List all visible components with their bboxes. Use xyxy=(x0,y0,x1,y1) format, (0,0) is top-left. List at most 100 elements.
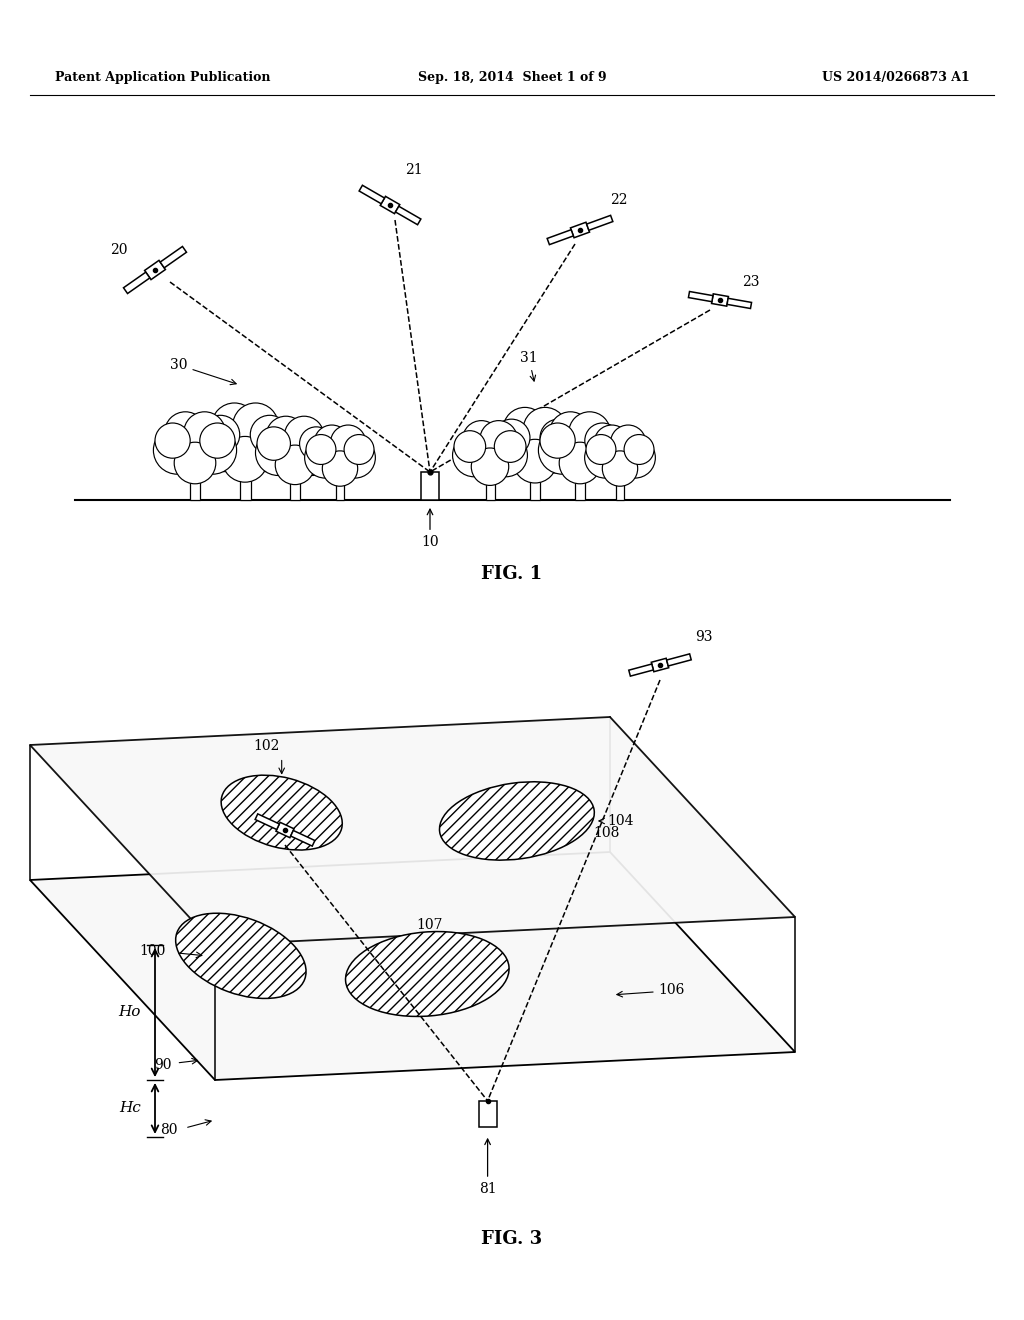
Ellipse shape xyxy=(176,913,306,998)
Circle shape xyxy=(323,451,357,486)
Circle shape xyxy=(495,430,526,462)
Polygon shape xyxy=(615,477,625,500)
Polygon shape xyxy=(395,206,421,224)
Polygon shape xyxy=(255,814,280,829)
Text: 31: 31 xyxy=(520,351,538,381)
Polygon shape xyxy=(651,659,669,672)
Circle shape xyxy=(155,422,190,458)
Circle shape xyxy=(484,433,527,477)
Ellipse shape xyxy=(345,932,509,1016)
Text: 100: 100 xyxy=(139,944,166,958)
Circle shape xyxy=(624,434,654,465)
Circle shape xyxy=(593,428,647,482)
Text: 81: 81 xyxy=(479,1139,497,1196)
Polygon shape xyxy=(421,473,439,500)
Circle shape xyxy=(306,434,336,465)
Polygon shape xyxy=(240,469,251,500)
Text: 10: 10 xyxy=(421,510,439,549)
Text: 30: 30 xyxy=(170,358,237,384)
Circle shape xyxy=(585,422,620,458)
Circle shape xyxy=(550,412,591,453)
Polygon shape xyxy=(190,473,200,500)
Circle shape xyxy=(266,416,305,455)
Polygon shape xyxy=(124,272,150,293)
Text: FIG. 3: FIG. 3 xyxy=(481,1230,543,1247)
Polygon shape xyxy=(688,292,713,302)
Circle shape xyxy=(568,412,610,453)
Circle shape xyxy=(250,416,289,454)
Circle shape xyxy=(513,440,557,483)
Circle shape xyxy=(285,416,324,455)
Text: 80: 80 xyxy=(161,1123,178,1137)
Circle shape xyxy=(492,422,542,473)
Circle shape xyxy=(275,445,314,484)
Text: Ho: Ho xyxy=(119,1006,141,1019)
Polygon shape xyxy=(529,471,541,500)
Circle shape xyxy=(539,426,587,474)
Circle shape xyxy=(154,426,202,474)
Polygon shape xyxy=(485,475,495,500)
Circle shape xyxy=(238,418,291,471)
Ellipse shape xyxy=(439,781,594,861)
Text: 20: 20 xyxy=(110,243,128,257)
Circle shape xyxy=(331,425,366,461)
Polygon shape xyxy=(291,830,314,846)
Circle shape xyxy=(200,418,252,471)
Text: US 2014/0266873 A1: US 2014/0266873 A1 xyxy=(822,71,970,84)
Circle shape xyxy=(502,411,568,478)
Circle shape xyxy=(528,422,579,473)
Circle shape xyxy=(602,451,638,486)
Polygon shape xyxy=(478,1101,497,1127)
Text: 92: 92 xyxy=(256,781,273,795)
Polygon shape xyxy=(587,215,612,230)
Circle shape xyxy=(471,447,509,486)
Text: Hc: Hc xyxy=(119,1101,141,1115)
Text: 102: 102 xyxy=(254,739,280,752)
Polygon shape xyxy=(727,298,752,309)
Circle shape xyxy=(453,433,496,477)
Circle shape xyxy=(480,421,517,458)
Circle shape xyxy=(594,425,630,461)
Text: 106: 106 xyxy=(657,983,684,997)
Polygon shape xyxy=(380,197,399,214)
Text: 93: 93 xyxy=(695,630,713,644)
Polygon shape xyxy=(336,477,344,500)
Polygon shape xyxy=(547,230,573,244)
Circle shape xyxy=(586,434,615,465)
Circle shape xyxy=(183,412,225,453)
Text: Patent Application Publication: Patent Application Publication xyxy=(55,71,270,84)
Circle shape xyxy=(201,416,240,454)
Circle shape xyxy=(210,407,281,477)
Text: 22: 22 xyxy=(610,193,628,207)
Circle shape xyxy=(222,437,268,482)
Circle shape xyxy=(573,426,622,474)
Circle shape xyxy=(454,430,485,462)
Circle shape xyxy=(540,420,577,457)
Circle shape xyxy=(165,412,206,453)
Circle shape xyxy=(163,414,227,479)
Circle shape xyxy=(200,422,234,458)
Text: 23: 23 xyxy=(742,275,760,289)
Text: 90: 90 xyxy=(154,1059,171,1072)
Ellipse shape xyxy=(221,775,342,850)
Circle shape xyxy=(314,425,349,461)
Text: 21: 21 xyxy=(406,162,423,177)
Circle shape xyxy=(610,425,646,461)
Circle shape xyxy=(523,408,567,451)
Polygon shape xyxy=(629,664,653,676)
Polygon shape xyxy=(575,473,585,500)
Polygon shape xyxy=(144,260,166,280)
Circle shape xyxy=(335,437,376,478)
Polygon shape xyxy=(712,294,728,306)
Circle shape xyxy=(614,437,655,478)
Circle shape xyxy=(548,414,612,479)
Circle shape xyxy=(300,426,333,461)
Polygon shape xyxy=(160,247,186,268)
Polygon shape xyxy=(30,851,795,1080)
Circle shape xyxy=(174,442,216,484)
Circle shape xyxy=(257,426,291,461)
Polygon shape xyxy=(290,474,300,500)
Circle shape xyxy=(264,420,326,480)
Circle shape xyxy=(232,403,279,449)
Text: 107: 107 xyxy=(417,919,442,932)
